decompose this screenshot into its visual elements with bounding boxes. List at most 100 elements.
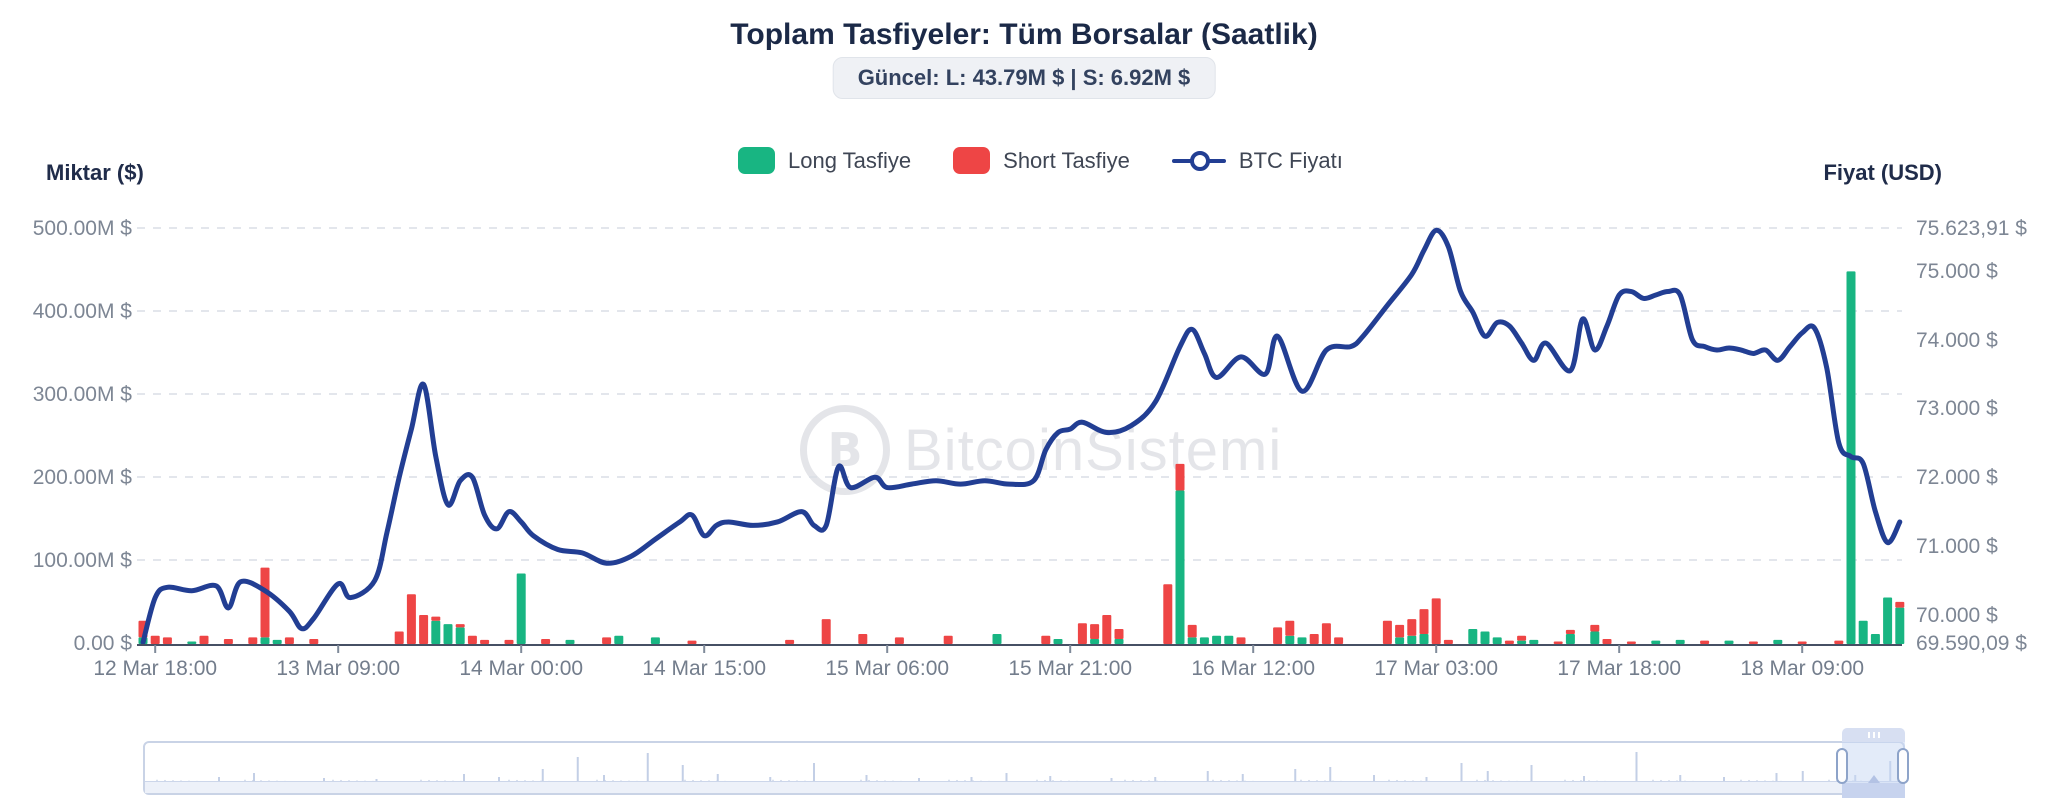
long-liquidation-bar	[1114, 639, 1124, 644]
short-liquidation-bar	[785, 639, 795, 644]
long-liquidation-bar	[1199, 637, 1209, 644]
long-liquidation-bar	[1724, 640, 1734, 644]
long-liquidation-bar	[455, 627, 465, 644]
long-liquidation-bar	[1529, 639, 1539, 644]
long-liquidation-bar	[1883, 597, 1893, 644]
short-liquidation-bar	[1309, 634, 1319, 644]
short-liquidation-bar	[821, 619, 831, 644]
legend: Long Tasfiye Short Tasfiye BTC Fiyatı	[738, 147, 1343, 174]
long-liquidation-bar	[1419, 634, 1429, 644]
navigator-track[interactable]	[143, 741, 1905, 795]
x-axis-tick-label: 13 Mar 09:00	[276, 657, 401, 680]
short-liquidation-bar	[260, 567, 270, 638]
long-swatch-icon	[738, 147, 775, 174]
short-liquidation-bar	[1748, 641, 1758, 644]
current-values-badge: Güncel: L: 43.79M $ | S: 6.92M $	[832, 57, 1216, 99]
navigator-left-handle[interactable]	[1836, 748, 1848, 784]
long-liquidation-bar	[1858, 620, 1868, 644]
short-liquidation-bar	[1114, 629, 1124, 640]
long-liquidation-bar	[1053, 639, 1063, 644]
legend-item-long[interactable]: Long Tasfiye	[738, 147, 911, 174]
short-liquidation-bar	[1273, 627, 1283, 644]
x-axis-tick-label: 16 Mar 12:00	[1191, 657, 1316, 680]
long-liquidation-bar	[992, 634, 1002, 644]
short-liquidation-bar	[1102, 614, 1112, 644]
navigator-selection-footer	[1842, 783, 1905, 798]
x-axis-tick-label: 14 Mar 00:00	[459, 657, 584, 680]
short-liquidation-bar	[1077, 623, 1087, 644]
left-axis-title: Miktar ($)	[46, 160, 144, 185]
short-liquidation-bar	[1236, 637, 1246, 644]
navigator-selection-grip[interactable]	[1842, 728, 1905, 742]
short-liquidation-bar	[602, 637, 612, 644]
long-liquidation-bar	[650, 637, 660, 644]
short-liquidation-bar	[1321, 623, 1331, 644]
long-liquidation-bar	[1407, 635, 1417, 644]
long-liquidation-bar	[1651, 640, 1661, 644]
x-axis-tick-label: 15 Mar 06:00	[825, 657, 950, 680]
long-liquidation-bar	[1675, 639, 1685, 644]
short-liquidation-bar	[1602, 639, 1612, 644]
x-axis-tick-label: 18 Mar 09:00	[1740, 657, 1865, 680]
long-liquidation-bar	[1224, 635, 1234, 644]
short-liquidation-bar	[1163, 584, 1173, 644]
long-liquidation-bar	[1565, 634, 1575, 644]
short-liquidation-bar	[1700, 640, 1710, 644]
long-liquidation-bar	[1395, 637, 1405, 644]
legend-item-btc-price[interactable]: BTC Fiyatı	[1171, 147, 1343, 174]
short-liquidation-bar	[199, 635, 209, 644]
long-liquidation-bar	[1517, 640, 1527, 644]
short-liquidation-bar	[394, 631, 404, 644]
short-liquidation-bar	[309, 639, 319, 644]
long-liquidation-bar	[1492, 637, 1502, 644]
short-liquidation-bar	[1553, 641, 1563, 644]
short-liquidation-bar	[1419, 609, 1429, 635]
short-liquidation-bar	[480, 639, 490, 644]
long-liquidation-bar	[443, 624, 453, 644]
long-liquidation-bar	[516, 573, 526, 644]
short-liquidation-bar	[1517, 635, 1527, 641]
long-liquidation-bar	[187, 641, 197, 644]
long-liquidation-bar	[1590, 631, 1600, 644]
x-axis-tick-label: 17 Mar 03:00	[1374, 657, 1499, 680]
short-liquidation-bar	[431, 616, 441, 621]
long-liquidation-bar	[1297, 637, 1307, 644]
legend-item-short[interactable]: Short Tasfiye	[953, 147, 1130, 174]
long-liquidation-bar	[1285, 635, 1295, 644]
short-liquidation-bar	[467, 635, 477, 644]
chart-title: Toplam Tasfiyeler: Tüm Borsalar (Saatlik…	[730, 18, 1318, 51]
short-liquidation-bar	[1431, 598, 1441, 644]
bitcoin-logo-icon: B	[800, 405, 890, 495]
short-swatch-icon	[953, 147, 991, 174]
short-liquidation-bar	[894, 637, 904, 644]
short-liquidation-bar	[1504, 640, 1514, 644]
short-liquidation-bar	[455, 624, 465, 628]
short-liquidation-bar	[1041, 635, 1051, 644]
long-liquidation-bar	[1870, 634, 1880, 644]
short-liquidation-bar	[1626, 641, 1636, 644]
long-liquidation-bar	[260, 637, 270, 644]
long-liquidation-bar	[1480, 631, 1490, 644]
left-axis-tick-label: 400.00M $	[32, 300, 132, 323]
long-liquidation-bar	[1212, 635, 1222, 644]
right-axis-tick-label: 70.000 $	[1916, 603, 1998, 627]
short-liquidation-bar	[1395, 624, 1405, 638]
short-liquidation-bar	[223, 639, 233, 644]
navigator-right-handle[interactable]	[1897, 748, 1909, 784]
short-liquidation-bar	[1834, 640, 1844, 644]
short-liquidation-bar	[504, 639, 514, 644]
right-axis-tick-label: 73.000 $	[1916, 397, 1998, 421]
short-liquidation-bar	[1565, 629, 1575, 635]
long-liquidation-bar	[614, 635, 624, 644]
short-liquidation-bar	[1187, 624, 1197, 638]
short-liquidation-bar	[1590, 624, 1600, 632]
line-circle-icon	[1171, 147, 1226, 174]
short-liquidation-bar	[1895, 601, 1905, 608]
long-liquidation-bar	[1773, 639, 1783, 644]
short-liquidation-bar	[162, 637, 172, 644]
long-liquidation-bar	[431, 620, 441, 644]
right-axis-tick-label: 74.000 $	[1916, 328, 1998, 352]
right-axis-tick-label: 72.000 $	[1916, 466, 1998, 490]
